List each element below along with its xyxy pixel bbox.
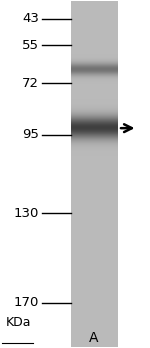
Text: 130: 130 <box>14 207 39 220</box>
Text: A: A <box>89 331 98 345</box>
Text: 72: 72 <box>22 77 39 90</box>
Text: KDa: KDa <box>6 316 31 330</box>
Text: 43: 43 <box>22 12 39 25</box>
Text: 170: 170 <box>14 296 39 309</box>
Text: 55: 55 <box>22 39 39 52</box>
Text: 95: 95 <box>22 128 39 141</box>
